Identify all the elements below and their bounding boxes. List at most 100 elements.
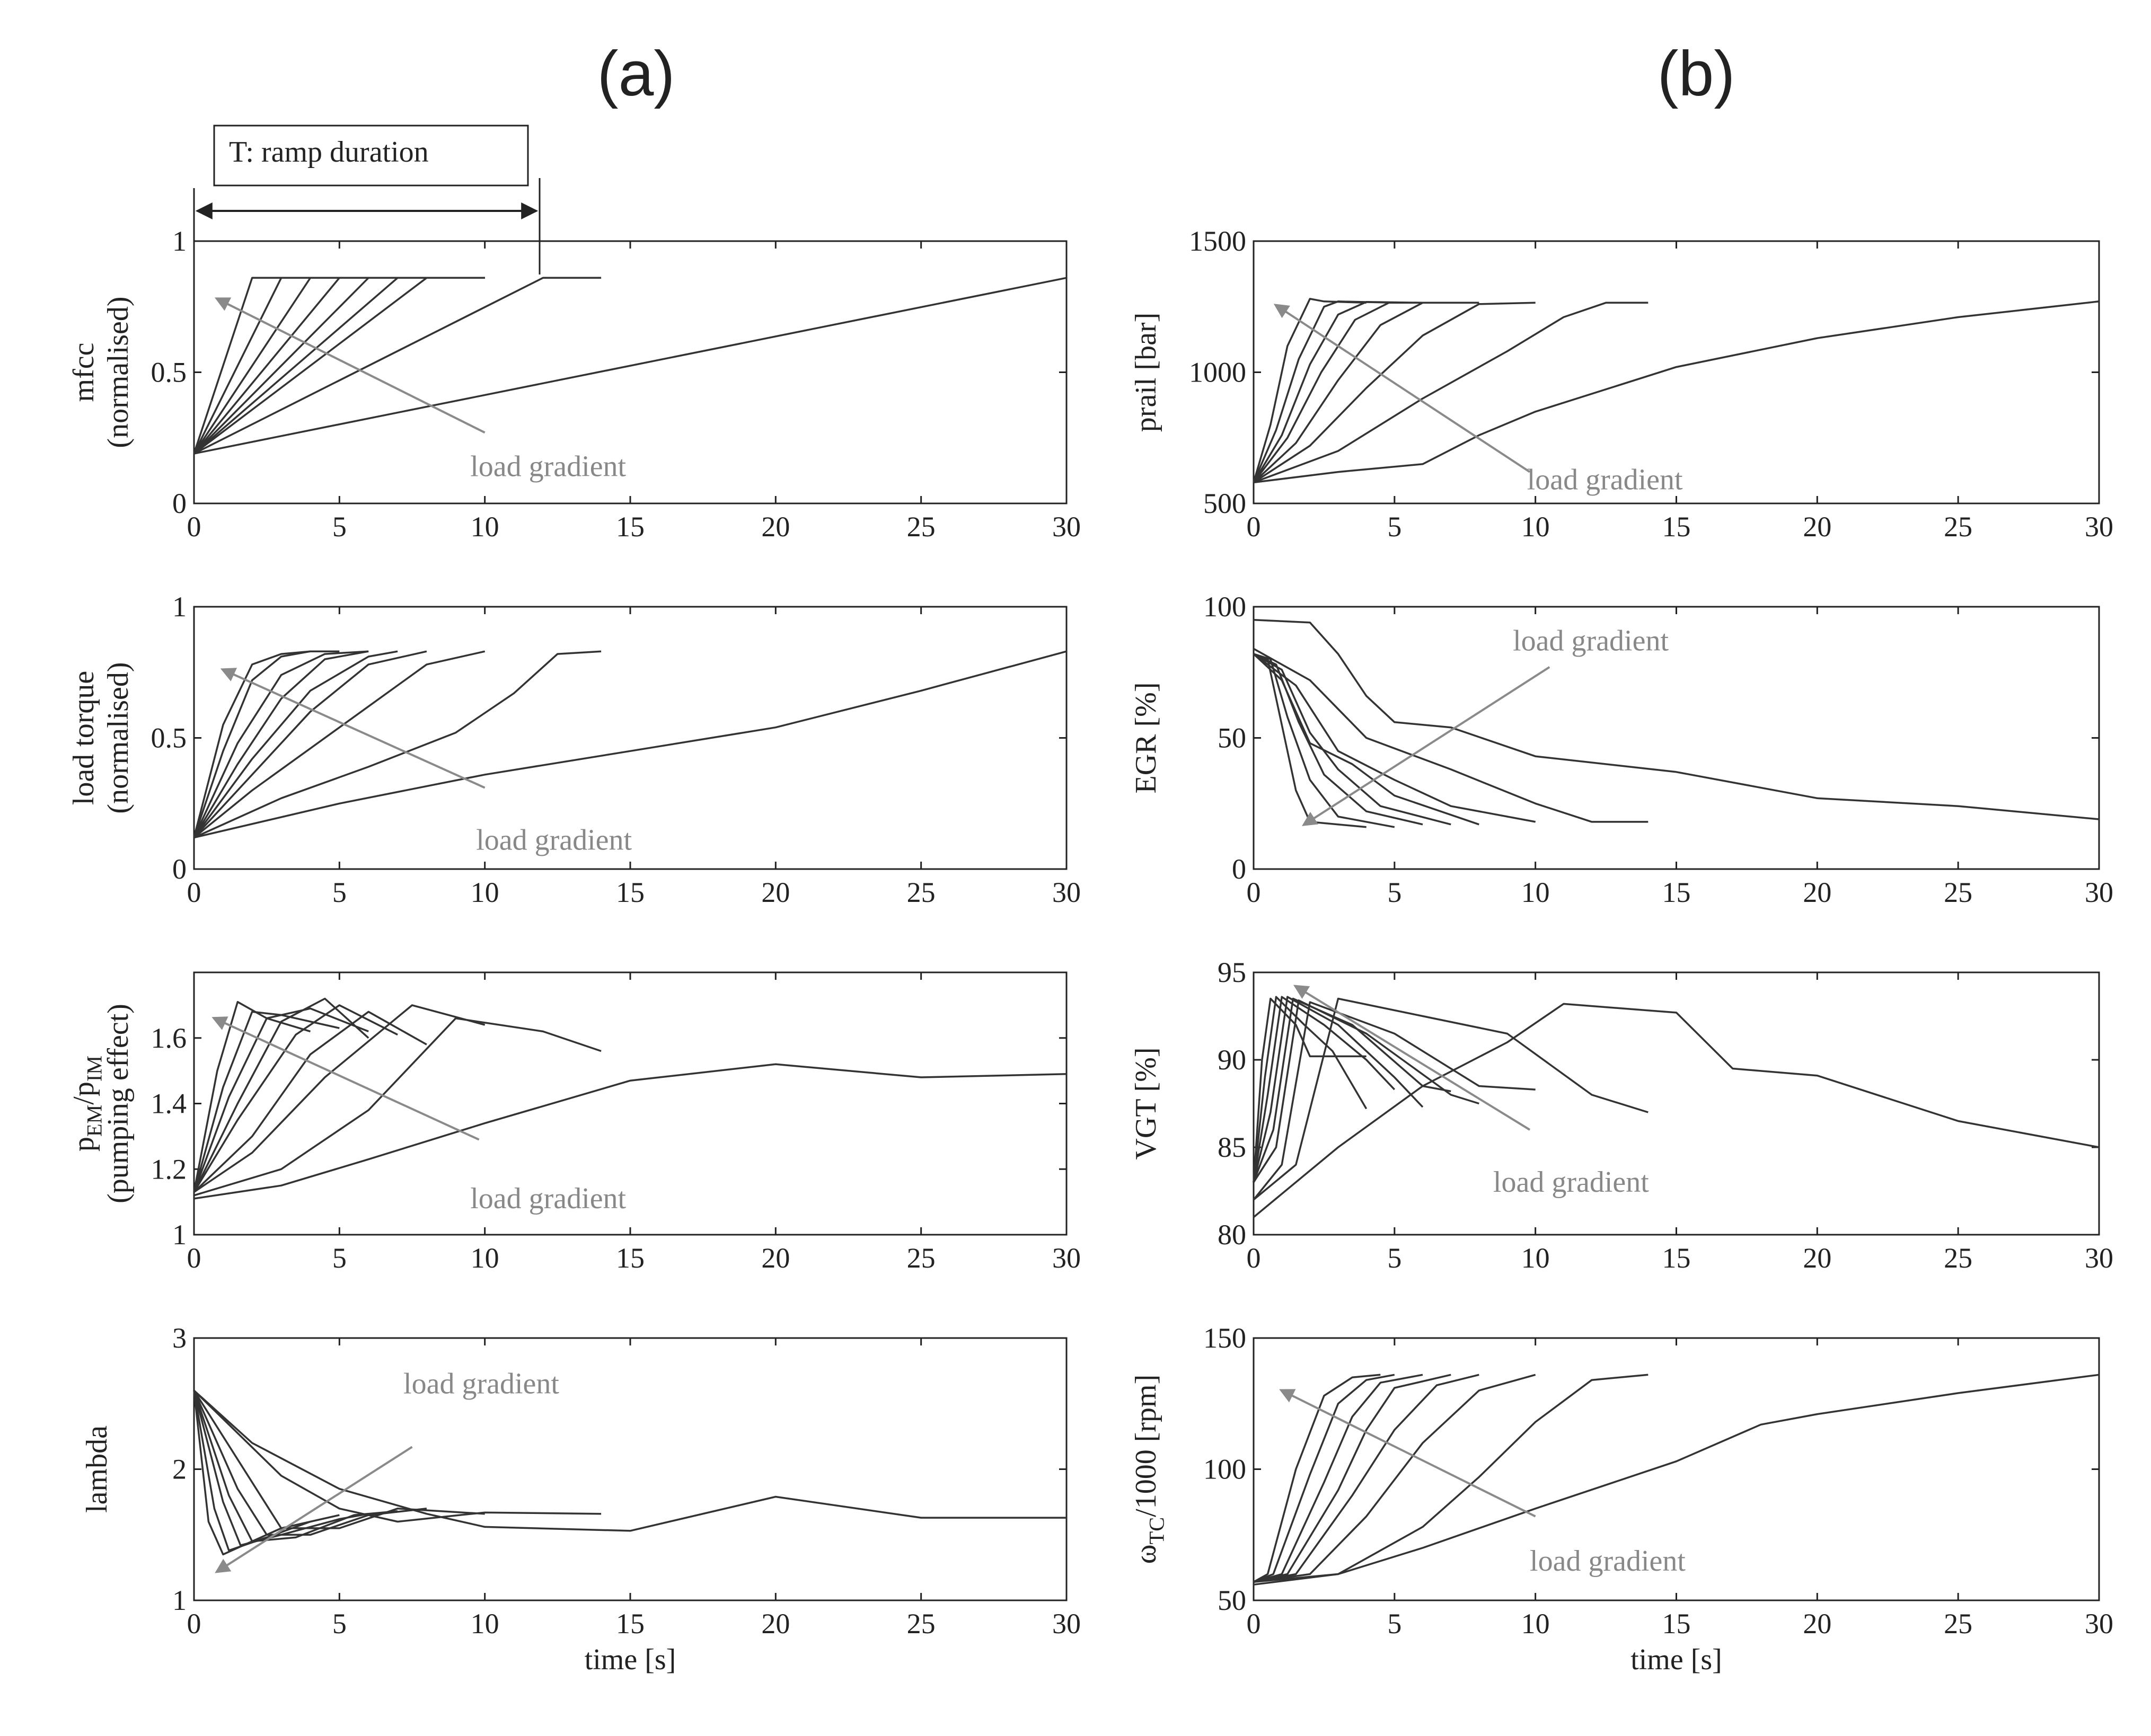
y-tick-label: 1.2 — [151, 1153, 187, 1185]
load-gradient-arrow — [1279, 1389, 1536, 1518]
svg-text:VGT [%]: VGT [%] — [1130, 1047, 1162, 1159]
y-tick-label: 1.6 — [151, 1022, 187, 1054]
x-tick-label: 10 — [1521, 511, 1550, 543]
y-tick-label: 1 — [172, 1219, 187, 1251]
series-line-4 — [193, 1390, 398, 1543]
series-line-2 — [1253, 1374, 1395, 1583]
plot-frame — [1253, 606, 2100, 870]
series-line-7 — [1253, 302, 1648, 484]
x-tick-label: 30 — [1052, 1608, 1081, 1640]
svg-text:lambda: lambda — [81, 1425, 113, 1513]
x-tick-label: 20 — [761, 1608, 790, 1640]
y-axis-label: ωTC​/1000 [rpm] — [1130, 1375, 1169, 1564]
svg-text:(pumping effect): (pumping effect) — [102, 1004, 135, 1203]
series-line-5 — [1253, 1374, 1479, 1583]
y-tick-label: 1 — [172, 591, 187, 623]
series-line-8 — [1253, 997, 1648, 1201]
y-axis-label: pEM​/pIM​ — [67, 1056, 107, 1152]
ramp-annotation-text: T: ramp duration — [229, 136, 429, 169]
series-line-8 — [1253, 300, 2100, 484]
series-line-4 — [193, 650, 369, 838]
chart-lambda: 0 5 10 15 20 25 30 1 2 3 lambda time [s] load gradie… — [81, 1322, 1081, 1676]
x-tick-label: 20 — [1803, 1608, 1831, 1640]
y-tick-label: 80 — [1218, 1219, 1246, 1251]
x-tick-label: 25 — [907, 1242, 936, 1274]
series-line-3 — [193, 1007, 369, 1193]
svg-text:prail [bar]: prail [bar] — [1130, 313, 1162, 432]
x-tick-label: 30 — [1052, 511, 1081, 543]
load-gradient-arrow — [1273, 304, 1531, 473]
svg-text:mfcc: mfcc — [67, 343, 100, 402]
load-gradient-arrow — [1301, 666, 1550, 826]
x-tick-label: 30 — [1052, 1242, 1081, 1274]
load-gradient-arrow — [211, 1016, 480, 1141]
series-line-7 — [193, 277, 485, 455]
x-tick-label: 15 — [1662, 511, 1691, 543]
load-gradient-label: load gradient — [1493, 1166, 1649, 1199]
y-axis-label: EGR [%] — [1130, 683, 1162, 794]
series-line-6 — [1253, 999, 1479, 1183]
load-gradient-label: load gradient — [470, 1182, 626, 1215]
x-tick-label: 0 — [1247, 1242, 1261, 1274]
series-line-6 — [1253, 1374, 1536, 1583]
x-tick-label: 0 — [187, 511, 201, 543]
y-tick-label: 1 — [172, 225, 187, 257]
x-axis-label: time [s] — [585, 1643, 676, 1676]
y-axis-label: (normalised) — [102, 662, 135, 813]
y-tick-label: 1.4 — [151, 1088, 187, 1120]
series-line-2 — [1253, 996, 1368, 1183]
series-line-1 — [1253, 298, 1367, 483]
series-line-8 — [1253, 1374, 2100, 1586]
series-line-7 — [193, 1389, 602, 1523]
x-tick-label: 25 — [907, 1608, 936, 1640]
x-tick-label: 0 — [1247, 876, 1261, 908]
series-line-3 — [193, 650, 369, 838]
series-line-2 — [193, 650, 340, 838]
series-line-1 — [193, 650, 311, 838]
series-line-5 — [193, 650, 398, 838]
x-tick-label: 10 — [1521, 1608, 1550, 1640]
x-tick-label: 20 — [761, 1242, 790, 1274]
series-line-6 — [193, 1011, 427, 1193]
y-tick-label: 0 — [1232, 853, 1246, 885]
series-line-6 — [1253, 302, 1536, 483]
x-tick-label: 25 — [1944, 1608, 1972, 1640]
x-tick-label: 5 — [332, 1242, 347, 1274]
series-line-2 — [1253, 653, 1395, 828]
series-line-2 — [193, 277, 485, 454]
series-line-6 — [1253, 653, 1536, 823]
series-line-8 — [193, 277, 602, 455]
x-tick-label: 0 — [1247, 511, 1261, 543]
series-line-2 — [193, 1011, 340, 1193]
svg-text:EGR [%]: EGR [%] — [1130, 683, 1162, 794]
x-tick-label: 0 — [1247, 1608, 1261, 1640]
series-line-4 — [193, 997, 369, 1193]
x-tick-label: 25 — [907, 876, 936, 908]
chart-vgt: 0 5 10 15 20 25 30 80 85 90 95 VGT [%] load gradient — [1130, 956, 2113, 1274]
x-tick-label: 30 — [1052, 876, 1081, 908]
x-tick-label: 25 — [1944, 1242, 1972, 1274]
x-axis-label: time [s] — [1630, 1643, 1722, 1676]
series-line-7 — [1253, 1001, 1536, 1201]
y-tick-label: 85 — [1218, 1131, 1246, 1163]
series-line-1 — [193, 1390, 311, 1556]
panel-label-a: (a) — [597, 38, 675, 109]
plot-frame — [193, 971, 1068, 1236]
load-gradient-arrow — [215, 1446, 413, 1573]
y-axis-label: VGT [%] — [1130, 1047, 1162, 1159]
x-tick-label: 25 — [1944, 511, 1972, 543]
x-tick-label: 30 — [2085, 876, 2113, 908]
x-tick-label: 5 — [1387, 1608, 1401, 1640]
y-tick-label: 3 — [172, 1322, 187, 1354]
y-axis-label: (pumping effect) — [102, 1004, 135, 1203]
x-tick-label: 15 — [616, 511, 645, 543]
series-line-5 — [193, 1004, 398, 1193]
series-line-4 — [1253, 1374, 1451, 1583]
series-line-9 — [193, 1063, 1067, 1200]
series-line-3 — [1253, 653, 1423, 826]
series-line-5 — [1253, 302, 1479, 483]
x-tick-label: 10 — [471, 1608, 499, 1640]
series-line-5 — [1253, 653, 1479, 826]
load-gradient-label: load gradient — [470, 450, 626, 483]
